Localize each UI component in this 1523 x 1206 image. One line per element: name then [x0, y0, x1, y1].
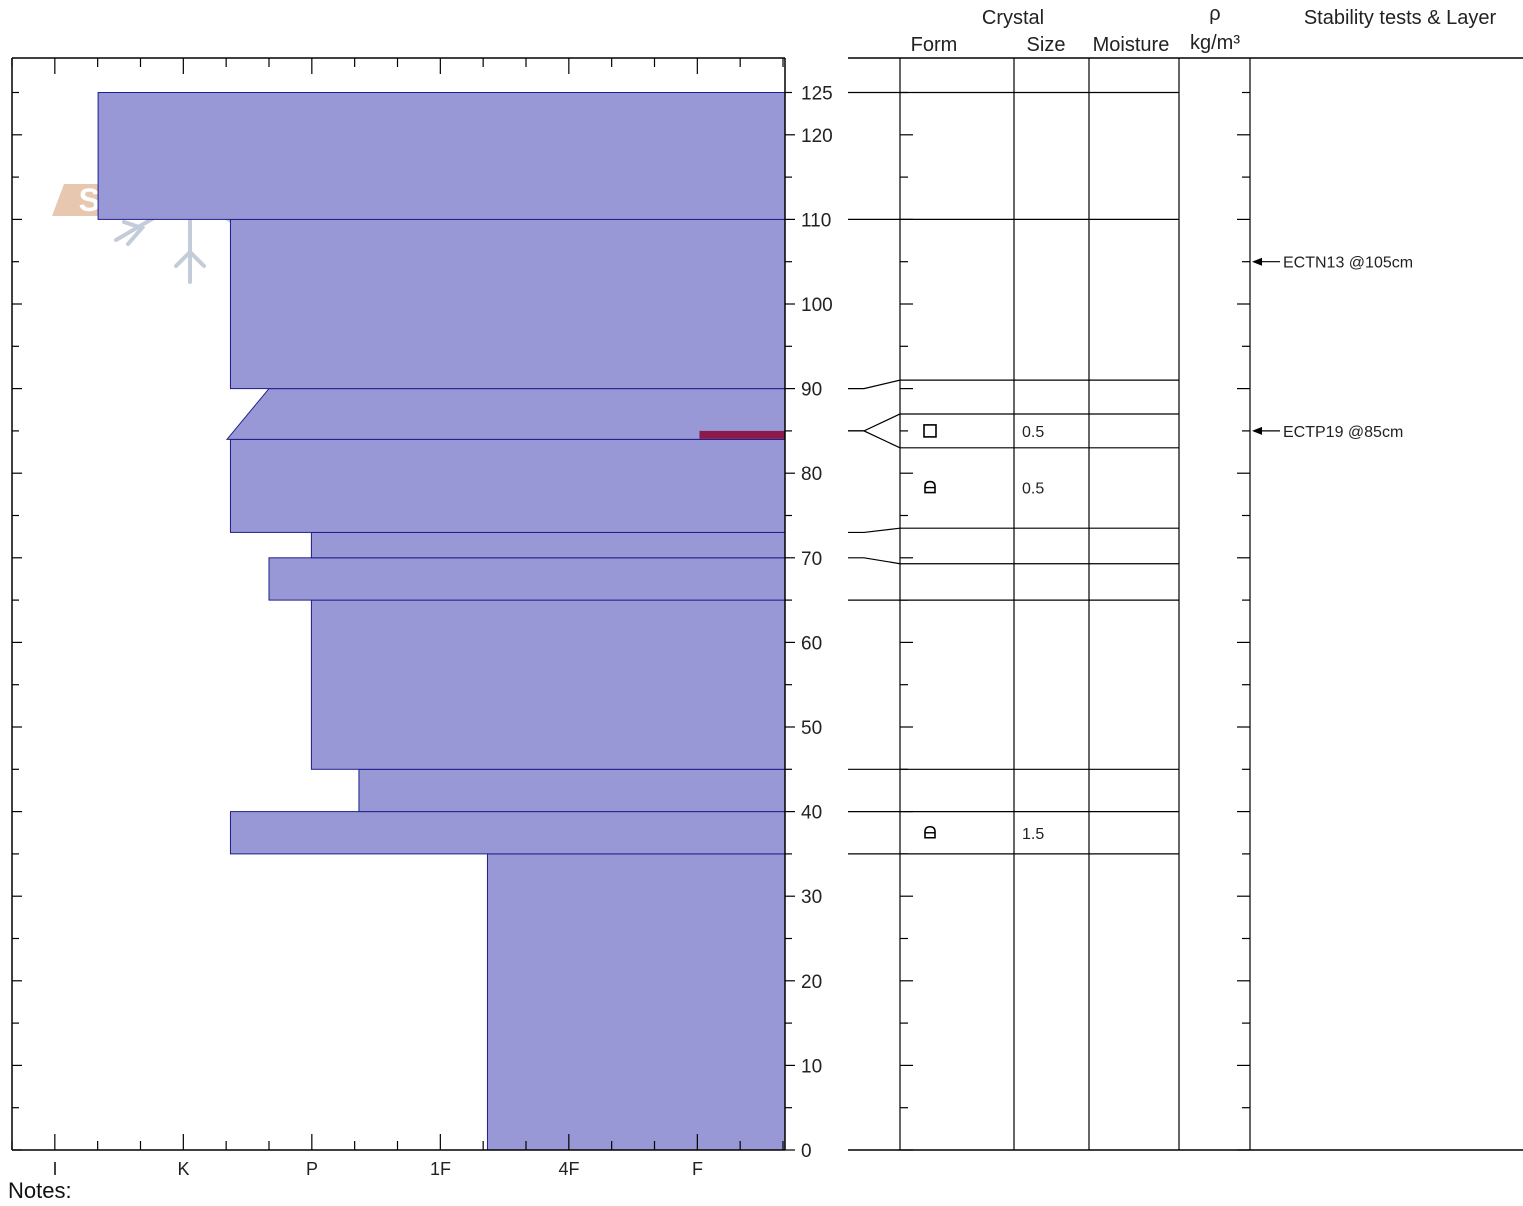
stability-test-label: ECTP19 @85cm — [1283, 424, 1403, 441]
height-label: 40 — [801, 803, 822, 824]
height-label: 100 — [801, 295, 833, 316]
hardness-label: 4F — [558, 1159, 579, 1179]
header-form: Form — [911, 34, 958, 56]
layer-bar — [358, 768, 786, 813]
height-label: 90 — [801, 380, 822, 401]
layer-bar — [229, 438, 786, 533]
height-label: 10 — [801, 1056, 822, 1077]
header-crystal: Crystal — [982, 7, 1044, 29]
height-label: 70 — [801, 549, 822, 570]
height-label: 110 — [801, 210, 831, 231]
crystal-size-value: 1.5 — [1022, 826, 1044, 843]
notes-label: Notes: — [8, 1178, 72, 1203]
layer-connector — [848, 527, 901, 534]
header-size: Size — [1027, 34, 1066, 56]
hardness-label: F — [692, 1159, 703, 1179]
height-label: 30 — [801, 887, 822, 908]
hardness-label: K — [177, 1159, 189, 1179]
hardness-label: 1F — [430, 1159, 451, 1179]
rounded-facet-icon — [924, 825, 936, 839]
layer-bar — [229, 811, 786, 855]
layer-bar — [229, 218, 786, 390]
height-label: 0 — [801, 1141, 812, 1162]
layer-bar — [310, 531, 786, 559]
layer-bar — [97, 92, 786, 220]
header-stability: Stability tests & Layer — [1304, 7, 1497, 29]
weak-layer-band — [699, 430, 785, 439]
layer-bar — [268, 557, 786, 601]
layer-connector — [848, 413, 901, 432]
stability-arrow-head — [1252, 257, 1262, 266]
header-density-unit: kg/m³ — [1190, 32, 1240, 54]
crystal-size-value: 0.5 — [1022, 424, 1044, 441]
header-rho: ρ — [1209, 3, 1220, 25]
layer-connector — [848, 557, 901, 565]
square-facet-icon — [923, 424, 937, 438]
hardness-label: I — [52, 1159, 57, 1179]
layer-bar — [310, 599, 786, 770]
rounded-facet-icon — [924, 480, 936, 494]
header-moisture: Moisture — [1093, 34, 1170, 56]
height-label: 80 — [801, 464, 822, 485]
crystal-size-value: 0.5 — [1022, 481, 1044, 498]
height-label: 50 — [801, 718, 822, 739]
hardness-label: P — [306, 1159, 318, 1179]
height-label: 125 — [801, 84, 833, 105]
layer-bar — [486, 853, 786, 1151]
height-label: 20 — [801, 972, 822, 993]
height-label: 60 — [801, 633, 822, 654]
layer-connector — [848, 379, 901, 390]
height-label: 120 — [801, 126, 833, 147]
stability-test-label: ECTN13 @105cm — [1283, 255, 1413, 272]
layer-connector — [848, 430, 901, 449]
stability-arrow-head — [1252, 426, 1262, 435]
